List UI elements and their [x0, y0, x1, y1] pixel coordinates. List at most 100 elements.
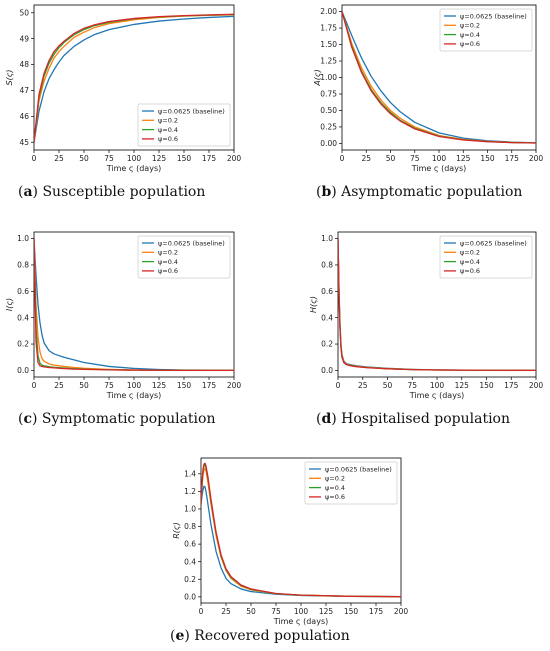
x-tick-label: 25 [221, 607, 231, 616]
y-tick-label: 0.0 [17, 366, 29, 375]
x-tick-label: 125 [152, 154, 167, 163]
legend-box [137, 103, 231, 147]
y-axis-label: R(ς) [172, 522, 181, 539]
panel-caption-letter: (a) [18, 184, 38, 200]
panel-b: 0 25 50 75 100 125 150 175 200 0.00 0.25 0.50 0.75 1.… [313, 4, 543, 200]
panel-caption-text: Susceptible population [38, 184, 205, 200]
y-axis-label: I(ς) [5, 298, 14, 311]
panel-caption-letter: (c) [18, 411, 37, 427]
caption-letter: c [23, 411, 32, 427]
y-tick-label: 1.0 [17, 234, 29, 243]
x-tick-label: 200 [529, 381, 544, 390]
legend-label-3: ψ=0.4 [460, 31, 480, 39]
legend-label-1: ψ=0.0625 (baseline) [460, 12, 527, 20]
y-tick-label: 1.2 [184, 487, 196, 496]
panel-caption-text: Hospitalised population [337, 411, 510, 427]
y-tick-label: 0.4 [184, 557, 196, 566]
caption-paren: ) [331, 411, 336, 427]
x-tick-label: 50 [79, 154, 89, 163]
x-tick-label: 75 [104, 154, 114, 163]
x-tick-label: 125 [456, 154, 471, 163]
x-tick-label: 100 [127, 381, 142, 390]
caption-letter: a [23, 184, 32, 200]
x-tick-label: 100 [294, 607, 309, 616]
y-tick-label: 0.2 [17, 340, 29, 349]
legend-label-1: ψ=0.0625 (baseline) [460, 239, 527, 247]
legend-box [439, 235, 533, 279]
y-tick-label: 0.6 [184, 540, 196, 549]
caption-letter: d [321, 411, 331, 427]
y-axis-label: A(ς) [313, 69, 322, 86]
y-tick-label: 1.00 [320, 73, 337, 82]
x-tick-label: 0 [32, 154, 37, 163]
y-tick-label: 0.8 [17, 261, 29, 270]
series-line-1 [34, 238, 234, 371]
caption-paren: ) [33, 184, 38, 200]
series-line-4 [338, 238, 536, 372]
legend-label-3: ψ=0.4 [460, 258, 480, 266]
panel-caption-letter: (d) [316, 411, 337, 427]
x-tick-label: 25 [358, 381, 368, 390]
legend-label-2: ψ=0.2 [325, 475, 345, 483]
legend-label-1: ψ=0.0625 (baseline) [158, 107, 225, 115]
x-tick-label: 75 [271, 607, 281, 616]
legend-label-4: ψ=0.6 [325, 493, 345, 501]
x-tick-label: 175 [369, 607, 384, 616]
x-tick-label: 0 [336, 381, 341, 390]
x-tick-label: 100 [127, 154, 142, 163]
legend-box [304, 461, 398, 505]
y-tick-label: 0.4 [321, 313, 333, 322]
legend-label-1: ψ=0.0625 (baseline) [325, 465, 392, 473]
legend-box [137, 235, 231, 279]
x-tick-label: 175 [504, 381, 519, 390]
x-tick-label: 0 [199, 607, 204, 616]
panel-caption: (d) Hospitalised population [316, 411, 510, 427]
legend-label-2: ψ=0.2 [158, 117, 178, 125]
panel-caption: (a) Susceptible population [18, 184, 205, 200]
caption-paren: ( [18, 184, 23, 200]
x-tick-label: 0 [340, 154, 345, 163]
x-tick-label: 150 [344, 607, 359, 616]
legend-label-2: ψ=0.2 [158, 249, 178, 257]
x-tick-label: 200 [227, 381, 242, 390]
y-tick-label: 0.8 [321, 261, 333, 270]
caption-paren: ( [316, 184, 321, 200]
x-tick-label: 150 [177, 154, 192, 163]
panel-caption-text: Asymptomatic population [337, 184, 523, 200]
x-axis-label: Time ς (days) [409, 391, 464, 400]
x-tick-label: 0 [32, 381, 37, 390]
x-tick-label: 200 [227, 154, 242, 163]
x-tick-label: 75 [407, 381, 417, 390]
y-tick-label: 0.6 [321, 287, 333, 296]
y-tick-label: 0.0 [321, 366, 333, 375]
legend-label-2: ψ=0.2 [460, 22, 480, 30]
panel-caption-text: Recovered population [190, 628, 350, 644]
panel-caption: (b) Asymptomatic population [316, 184, 522, 200]
x-tick-label: 50 [79, 381, 89, 390]
caption-paren: ( [316, 411, 321, 427]
y-tick-label: 0.6 [17, 287, 29, 296]
y-tick-label: 48 [19, 60, 29, 69]
x-tick-label: 50 [246, 607, 256, 616]
series-line-4 [201, 462, 401, 598]
panel-e: 0 25 50 75 100 125 150 175 200 0.0 0.2 0.4 0.6 0.8 1.0… [170, 457, 408, 644]
caption-paren: ( [18, 411, 23, 427]
caption-paren: ) [32, 411, 37, 427]
caption-paren: ) [184, 628, 189, 644]
x-tick-label: 25 [361, 154, 371, 163]
panel-c: 0 25 50 75 100 125 150 175 200 0.0 0.2 0.4 0.6 0.8 1.0… [5, 231, 242, 427]
panel-d: 0 25 50 75 100 125 150 175 200 0.0 0.2 0.4 0.6 0.8 1.0… [309, 231, 544, 427]
legend-label-3: ψ=0.4 [158, 258, 178, 266]
x-tick-label: 150 [480, 154, 495, 163]
y-tick-label: 1.0 [321, 234, 333, 243]
y-tick-label: 1.25 [320, 57, 337, 66]
x-tick-label: 50 [383, 381, 393, 390]
y-axis-label: S(ς) [5, 69, 14, 85]
caption-paren: ) [331, 184, 336, 200]
y-tick-label: 50 [19, 8, 29, 17]
x-axis-label: Time ς (days) [106, 391, 161, 400]
y-tick-label: 1.0 [184, 505, 196, 514]
x-tick-label: 25 [54, 381, 64, 390]
legend-label-4: ψ=0.6 [460, 267, 480, 275]
